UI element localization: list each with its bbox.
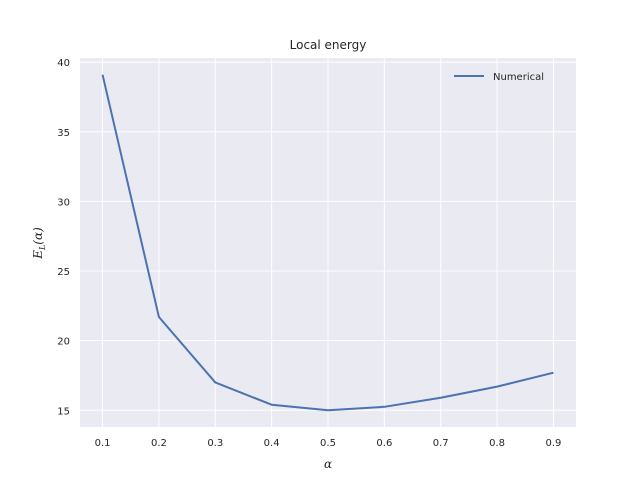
- y-tick-label: 35: [57, 128, 70, 139]
- x-tick-label: 0.3: [207, 438, 223, 449]
- legend: Numerical: [454, 72, 544, 83]
- x-tick-label: 0.8: [489, 438, 505, 449]
- x-axis-label: α: [324, 457, 332, 471]
- y-axis-label-subscript: L: [38, 245, 47, 251]
- y-axis: 15 20 25 30 35 40: [57, 58, 70, 417]
- y-axis-label-main: E: [31, 250, 45, 260]
- x-tick-label: 0.2: [151, 438, 167, 449]
- y-tick-label: 40: [57, 58, 70, 69]
- x-tick-label: 0.6: [376, 438, 392, 449]
- y-axis-label: EL(α): [31, 227, 47, 260]
- legend-label: Numerical: [493, 72, 544, 83]
- x-tick-label: 0.7: [433, 438, 449, 449]
- x-tick-label: 0.5: [320, 438, 336, 449]
- y-tick-label: 30: [57, 197, 70, 208]
- y-tick-label: 20: [57, 337, 70, 348]
- y-tick-label: 25: [57, 267, 70, 278]
- x-tick-label: 0.4: [264, 438, 280, 449]
- x-axis: 0.1 0.2 0.3 0.4 0.5 0.6 0.7 0.8 0.9: [95, 438, 562, 449]
- series-layer: [101, 74, 554, 412]
- chart-title: Local energy: [290, 38, 367, 52]
- y-tick-label: 15: [57, 406, 70, 417]
- y-axis-label-argument: (α): [31, 227, 45, 245]
- x-tick-label: 0.1: [95, 438, 111, 449]
- x-tick-label: 0.9: [546, 438, 562, 449]
